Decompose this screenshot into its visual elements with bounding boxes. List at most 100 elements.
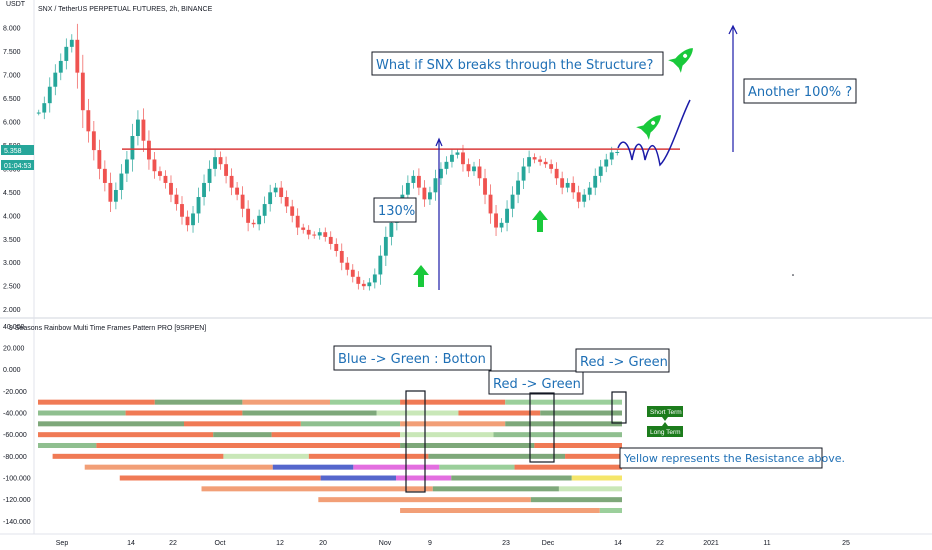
time-tick-label: 25 — [842, 540, 850, 547]
heatmap-cell — [154, 399, 243, 405]
price-tick-label: 8.000 — [3, 26, 21, 33]
projection-path — [617, 99, 691, 167]
yellow-note-box — [619, 447, 823, 469]
candle — [317, 228, 322, 240]
heatmap-row — [38, 410, 622, 416]
candle — [582, 189, 587, 208]
candle — [571, 176, 576, 199]
candle — [108, 172, 113, 213]
time-tick-label: 20 — [319, 540, 327, 547]
heatmap-row — [38, 443, 622, 448]
indicator-tick-label: 0.000 — [3, 367, 21, 374]
heatmap-cell — [242, 399, 330, 405]
indicator-tick-label: -120.000 — [3, 497, 31, 504]
heatmap-cell — [38, 399, 155, 405]
heatmap-cell — [451, 475, 572, 481]
long-term-text: Long Term — [650, 429, 681, 436]
candle — [141, 108, 146, 152]
candle — [229, 168, 234, 196]
candle — [598, 159, 603, 183]
candle — [549, 159, 554, 174]
heatmap-cell — [330, 399, 401, 405]
heatmap-cell — [52, 453, 224, 459]
heatmap-cell — [213, 432, 272, 438]
indicator-tick-label: -20.000 — [3, 389, 27, 396]
price-tick-label: 7.000 — [3, 73, 21, 80]
highlight-box — [611, 391, 627, 424]
heatmap-cell — [125, 410, 243, 416]
indicator-title: 9 Seasons Rainbow Multi Time Frames Patt… — [9, 325, 206, 332]
price-tick-label: 4.500 — [3, 190, 21, 197]
candle — [328, 231, 333, 250]
heatmap-cell — [400, 432, 494, 438]
heatmap-cell — [376, 410, 459, 416]
candle — [444, 156, 449, 175]
candle — [301, 223, 306, 234]
candle — [416, 168, 421, 196]
rocket-icon — [636, 115, 661, 140]
price-tick-label: 3.000 — [3, 260, 21, 267]
indicator-tick-label: 40.000 — [3, 324, 25, 331]
candle — [295, 208, 300, 236]
price-tag: 5.358 01:04:53 — [1, 145, 34, 170]
price-tick-label: 2.000 — [3, 307, 21, 314]
price-tag-text: 5.358 — [4, 148, 22, 155]
candle — [42, 96, 47, 120]
heatmap-cell — [38, 410, 126, 416]
candle — [124, 151, 129, 183]
candle — [218, 151, 223, 170]
candle — [268, 184, 273, 212]
candle — [102, 160, 107, 192]
heatmap-cell — [530, 497, 622, 503]
candle — [80, 54, 85, 129]
candle — [158, 166, 162, 181]
candle — [207, 160, 212, 192]
indicator-tick-label: -80.000 — [3, 454, 27, 461]
candle — [350, 264, 355, 283]
candle — [488, 184, 493, 224]
candle — [273, 182, 278, 198]
heatmap-cell — [353, 464, 440, 470]
candle — [587, 182, 592, 201]
price-tick-label: 7.500 — [3, 49, 21, 56]
indicator-tick-label: -100.000 — [3, 476, 31, 483]
heatmap-cell — [300, 421, 401, 427]
candle — [224, 156, 229, 184]
short-term-badge — [647, 406, 683, 417]
time-tick-label: Oct — [215, 540, 226, 547]
heatmap-cell — [505, 399, 622, 405]
candle — [378, 245, 383, 285]
candle — [439, 162, 443, 185]
candle — [345, 257, 350, 276]
candle — [169, 175, 173, 203]
candle — [246, 200, 251, 232]
candle — [251, 219, 256, 228]
heatmap-cell — [320, 475, 396, 481]
heatmap-cell — [318, 497, 531, 503]
candle — [113, 182, 118, 210]
time-tick-label: 11 — [763, 540, 770, 547]
symbol-title: SNX / TetherUS PERPETUAL FUTURES, 2h, BI… — [38, 6, 213, 13]
heatmap-cell — [565, 453, 622, 459]
candle — [130, 123, 135, 172]
candle — [334, 238, 339, 257]
candle — [450, 149, 454, 168]
candle — [505, 200, 509, 232]
time-tick-label: 23 — [502, 540, 510, 547]
long-term-badge — [647, 426, 683, 437]
candle — [196, 187, 201, 223]
candle — [543, 158, 548, 168]
rocket-icon — [668, 48, 693, 73]
price-tick-label: 4.000 — [3, 213, 21, 220]
blue-green-box — [333, 345, 492, 371]
candle — [312, 231, 317, 239]
heatmap-cell — [540, 410, 622, 416]
candle — [339, 243, 344, 271]
candle — [290, 199, 295, 223]
heatmap-cell — [400, 399, 506, 405]
badge-connector — [662, 422, 668, 426]
countdown-text: 01:04:53 — [4, 163, 31, 170]
short-term-text: Short Term — [650, 409, 682, 416]
heatmap-row — [119, 475, 622, 481]
